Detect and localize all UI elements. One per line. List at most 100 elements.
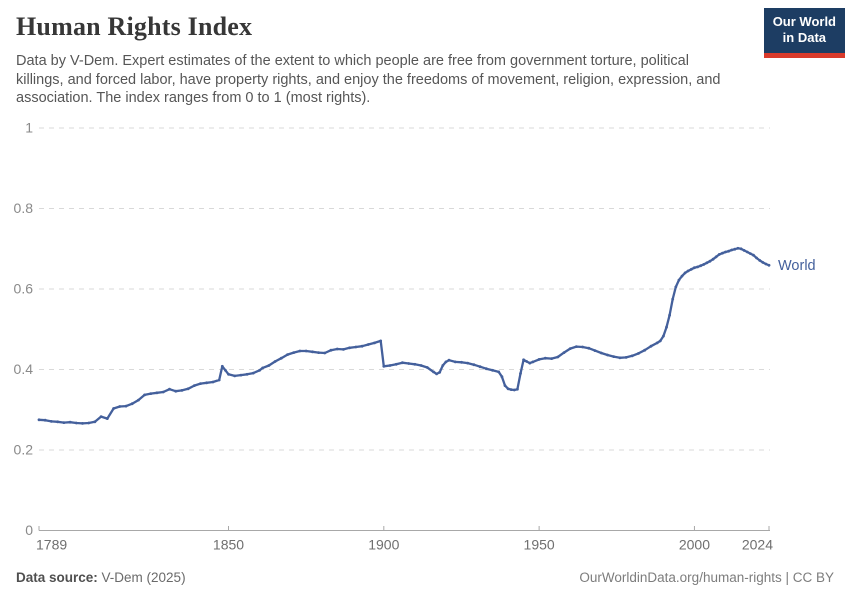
world-line-point [56, 420, 59, 424]
owid-logo-line2: in Data [782, 30, 827, 46]
world-line-point [267, 364, 271, 367]
world-line-point [239, 373, 243, 377]
world-line-point [43, 418, 47, 422]
world-line-point [509, 388, 513, 391]
world-line-point [379, 339, 383, 343]
world-line-point [186, 387, 190, 391]
world-line-point [618, 356, 622, 360]
world-line-point [205, 381, 209, 385]
world-line-point [93, 420, 97, 424]
world-line-point [388, 364, 392, 367]
world-line-point [593, 349, 597, 352]
world-line-point [130, 402, 134, 406]
world-line-point [192, 384, 196, 387]
world-line-point [382, 364, 386, 368]
world-line-point [258, 368, 261, 372]
world-line-point [329, 348, 333, 352]
world-line-point [739, 247, 743, 251]
world-line-point [724, 250, 727, 254]
world-line-point [637, 352, 640, 355]
world-line-point [99, 415, 103, 418]
world-line-point [730, 248, 734, 252]
world-line-point [143, 393, 147, 397]
credit-link[interactable]: OurWorldinData.org/human-rights | CC BY [579, 570, 834, 585]
world-line-point [87, 421, 91, 425]
world-line-point [105, 417, 109, 420]
world-line-point [354, 345, 358, 349]
world-line-point [503, 384, 507, 387]
y-tick-label: 0.6 [14, 281, 34, 297]
world-line-point [149, 392, 153, 395]
world-line-point [348, 346, 351, 350]
chart-subtitle: Data by V-Dem. Expert estimates of the e… [16, 53, 721, 107]
world-line-point [658, 339, 662, 343]
world-line-point [245, 372, 249, 376]
world-line-point [516, 387, 519, 391]
world-line-point [665, 325, 668, 329]
world-line-point [335, 347, 339, 351]
owid-logo[interactable]: Our World in Data [763, 8, 845, 58]
world-line-point [211, 380, 215, 384]
y-tick-label: 0.2 [14, 442, 34, 458]
x-tick-label: 1789 [36, 537, 67, 553]
world-line-point [217, 378, 221, 382]
world-line-point [708, 259, 712, 263]
world-line-point [298, 349, 302, 353]
world-line-point [512, 388, 516, 392]
world-line-point [112, 407, 115, 410]
world-line-point [432, 370, 435, 374]
world-line-point [721, 251, 724, 255]
world-line-point [180, 389, 184, 392]
world-line-point [199, 382, 202, 385]
world-line-point [699, 264, 703, 268]
world-line-point [62, 421, 66, 424]
world-line-point [273, 360, 277, 363]
page-title: Human Rights Index [16, 12, 253, 41]
world-line-point [279, 356, 283, 360]
y-tick-label: 0.4 [14, 361, 34, 377]
world-line-point [643, 348, 647, 352]
x-tick-label: 1850 [213, 537, 244, 553]
world-line-point [311, 350, 314, 354]
world-line-point [624, 356, 628, 359]
world-line-point [444, 360, 448, 364]
world-line-point [705, 261, 709, 265]
world-line-point [711, 257, 715, 261]
world-line-point [755, 256, 758, 260]
world-line-point [761, 261, 765, 264]
world-line-point [506, 387, 510, 391]
world-line-point [587, 346, 591, 350]
data-source: Data source: V-Dem (2025) [16, 570, 186, 585]
x-tick-label: 1900 [368, 537, 399, 553]
data-source-value: V-Dem (2025) [97, 570, 186, 585]
world-line-point [630, 354, 634, 358]
series-end-label-world: World [778, 258, 816, 274]
world-line-point [224, 368, 227, 372]
world-line-point [435, 372, 438, 376]
world-line-point [220, 364, 224, 368]
x-tick-label: 2024 [742, 537, 773, 553]
world-line-point [683, 271, 687, 275]
world-line-point [366, 343, 370, 346]
world-line-point [500, 375, 504, 379]
world-line[interactable] [37, 247, 771, 425]
world-line-point [752, 253, 755, 257]
world-line-point [581, 345, 584, 349]
world-line-point [550, 357, 553, 360]
y-tick-label: 1 [25, 120, 33, 136]
y-tick-label: 0 [25, 522, 33, 538]
world-line-point [425, 366, 429, 369]
world-line-point [137, 398, 140, 402]
world-line-point [575, 345, 578, 348]
world-line-point [671, 297, 675, 301]
world-line-point [742, 249, 746, 252]
world-line-point [460, 360, 463, 364]
y-tick-label: 0.8 [14, 200, 34, 216]
world-line-point [413, 362, 417, 366]
world-line-point [680, 274, 684, 278]
world-line-point [606, 353, 609, 357]
world-line-point [519, 372, 522, 375]
world-line-point [401, 361, 404, 365]
world-line-point [714, 255, 718, 259]
world-line-point [758, 259, 762, 262]
